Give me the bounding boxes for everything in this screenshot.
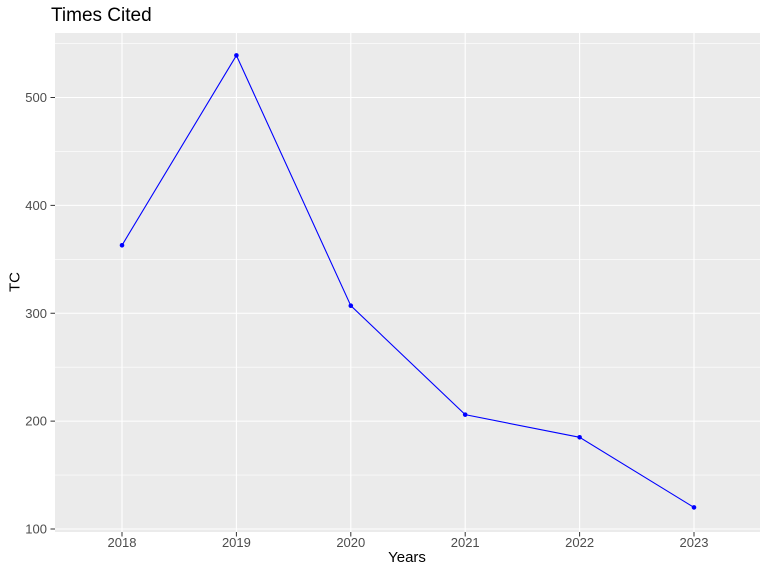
data-point (234, 53, 239, 58)
y-tick-label: 400 (25, 198, 47, 213)
x-tick-label: 2020 (336, 535, 365, 550)
y-tick-label: 500 (25, 90, 47, 105)
data-point (462, 412, 468, 417)
y-tick-label: 300 (25, 306, 47, 321)
data-line (121, 54, 695, 508)
panel-background (55, 33, 760, 532)
data-point (348, 303, 354, 308)
data-point (119, 242, 125, 248)
y-tick-label: 200 (25, 414, 47, 429)
x-tick-label: 2023 (680, 535, 709, 550)
x-tick-label: 2021 (451, 535, 480, 550)
data-point (691, 505, 697, 510)
data-point (577, 435, 582, 440)
chart-title: Times Cited (51, 5, 152, 26)
x-tick-label: 2018 (108, 535, 137, 550)
x-tick-label: 2019 (222, 535, 251, 550)
x-axis-title: Years (388, 549, 426, 566)
x-tick-label: 2022 (565, 535, 594, 550)
y-tick-label: 100 (25, 522, 47, 537)
